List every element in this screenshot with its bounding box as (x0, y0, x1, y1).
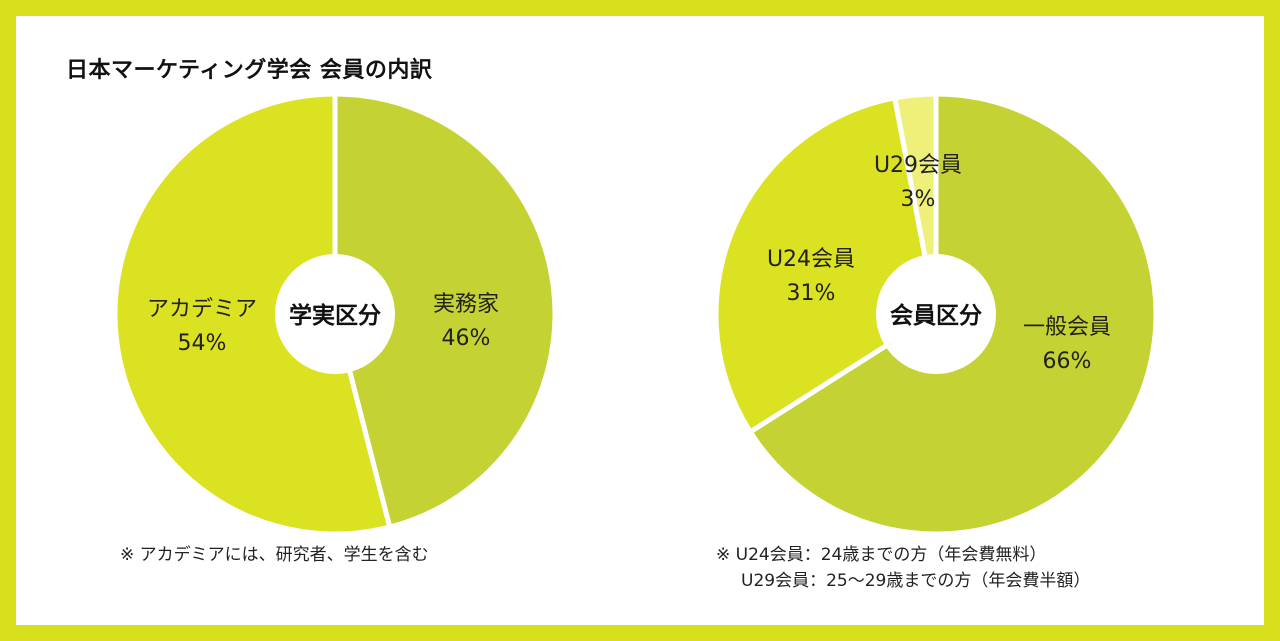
pie2-slice-0-label: 一般会員 (1023, 315, 1111, 340)
pie1-center-hole (275, 254, 395, 374)
page-title: 日本マーケティング学会 会員の内訳 (66, 58, 433, 83)
pie1-slice-0-value: 46% (442, 326, 491, 351)
pie1-slice-0 (332, 91, 558, 531)
pie2-slice-2-value: 3% (901, 187, 936, 212)
pie2-slice-1-label: U24会員 (767, 247, 855, 272)
pie2-slice-1-value: 31% (787, 281, 836, 306)
pie1-slice-0-label: 実務家 (433, 292, 499, 317)
pie1-slice-1 (112, 91, 393, 537)
pie-charts: 学実区分 実務家 46% アカデミア 54% 会員区分 一般会員 66% U24会員 31% U29… (112, 91, 1159, 537)
note-academia: ※ アカデミアには、研究者、学生を含む (120, 545, 429, 565)
pie1-slice-1-label: アカデミア (147, 297, 257, 322)
pie1-center-title: 学実区分 (289, 302, 381, 329)
note-membership: ※ U24会員：24歳までの方（年会費無料） U29会員：25〜29歳までの方（… (716, 542, 1090, 594)
chart-frame: 日本マーケティング学会 会員の内訳 学実区分 実務家 46% アカデミア 54% 会員区分… (16, 16, 1264, 625)
note-u29: U29会員：25〜29歳までの方（年会費半額） (741, 571, 1091, 591)
pie2-slice-2-label: U29会員 (874, 153, 962, 178)
pie1-slice-1-value: 54% (178, 331, 227, 356)
note-u24: ※ U24会員：24歳までの方（年会費無料） (716, 545, 1047, 565)
pie2-center-hole (876, 254, 996, 374)
pie2-center-title: 会員区分 (890, 302, 982, 329)
pie2-slice-0-value: 66% (1043, 349, 1092, 374)
pie2-slice-1 (713, 94, 939, 436)
